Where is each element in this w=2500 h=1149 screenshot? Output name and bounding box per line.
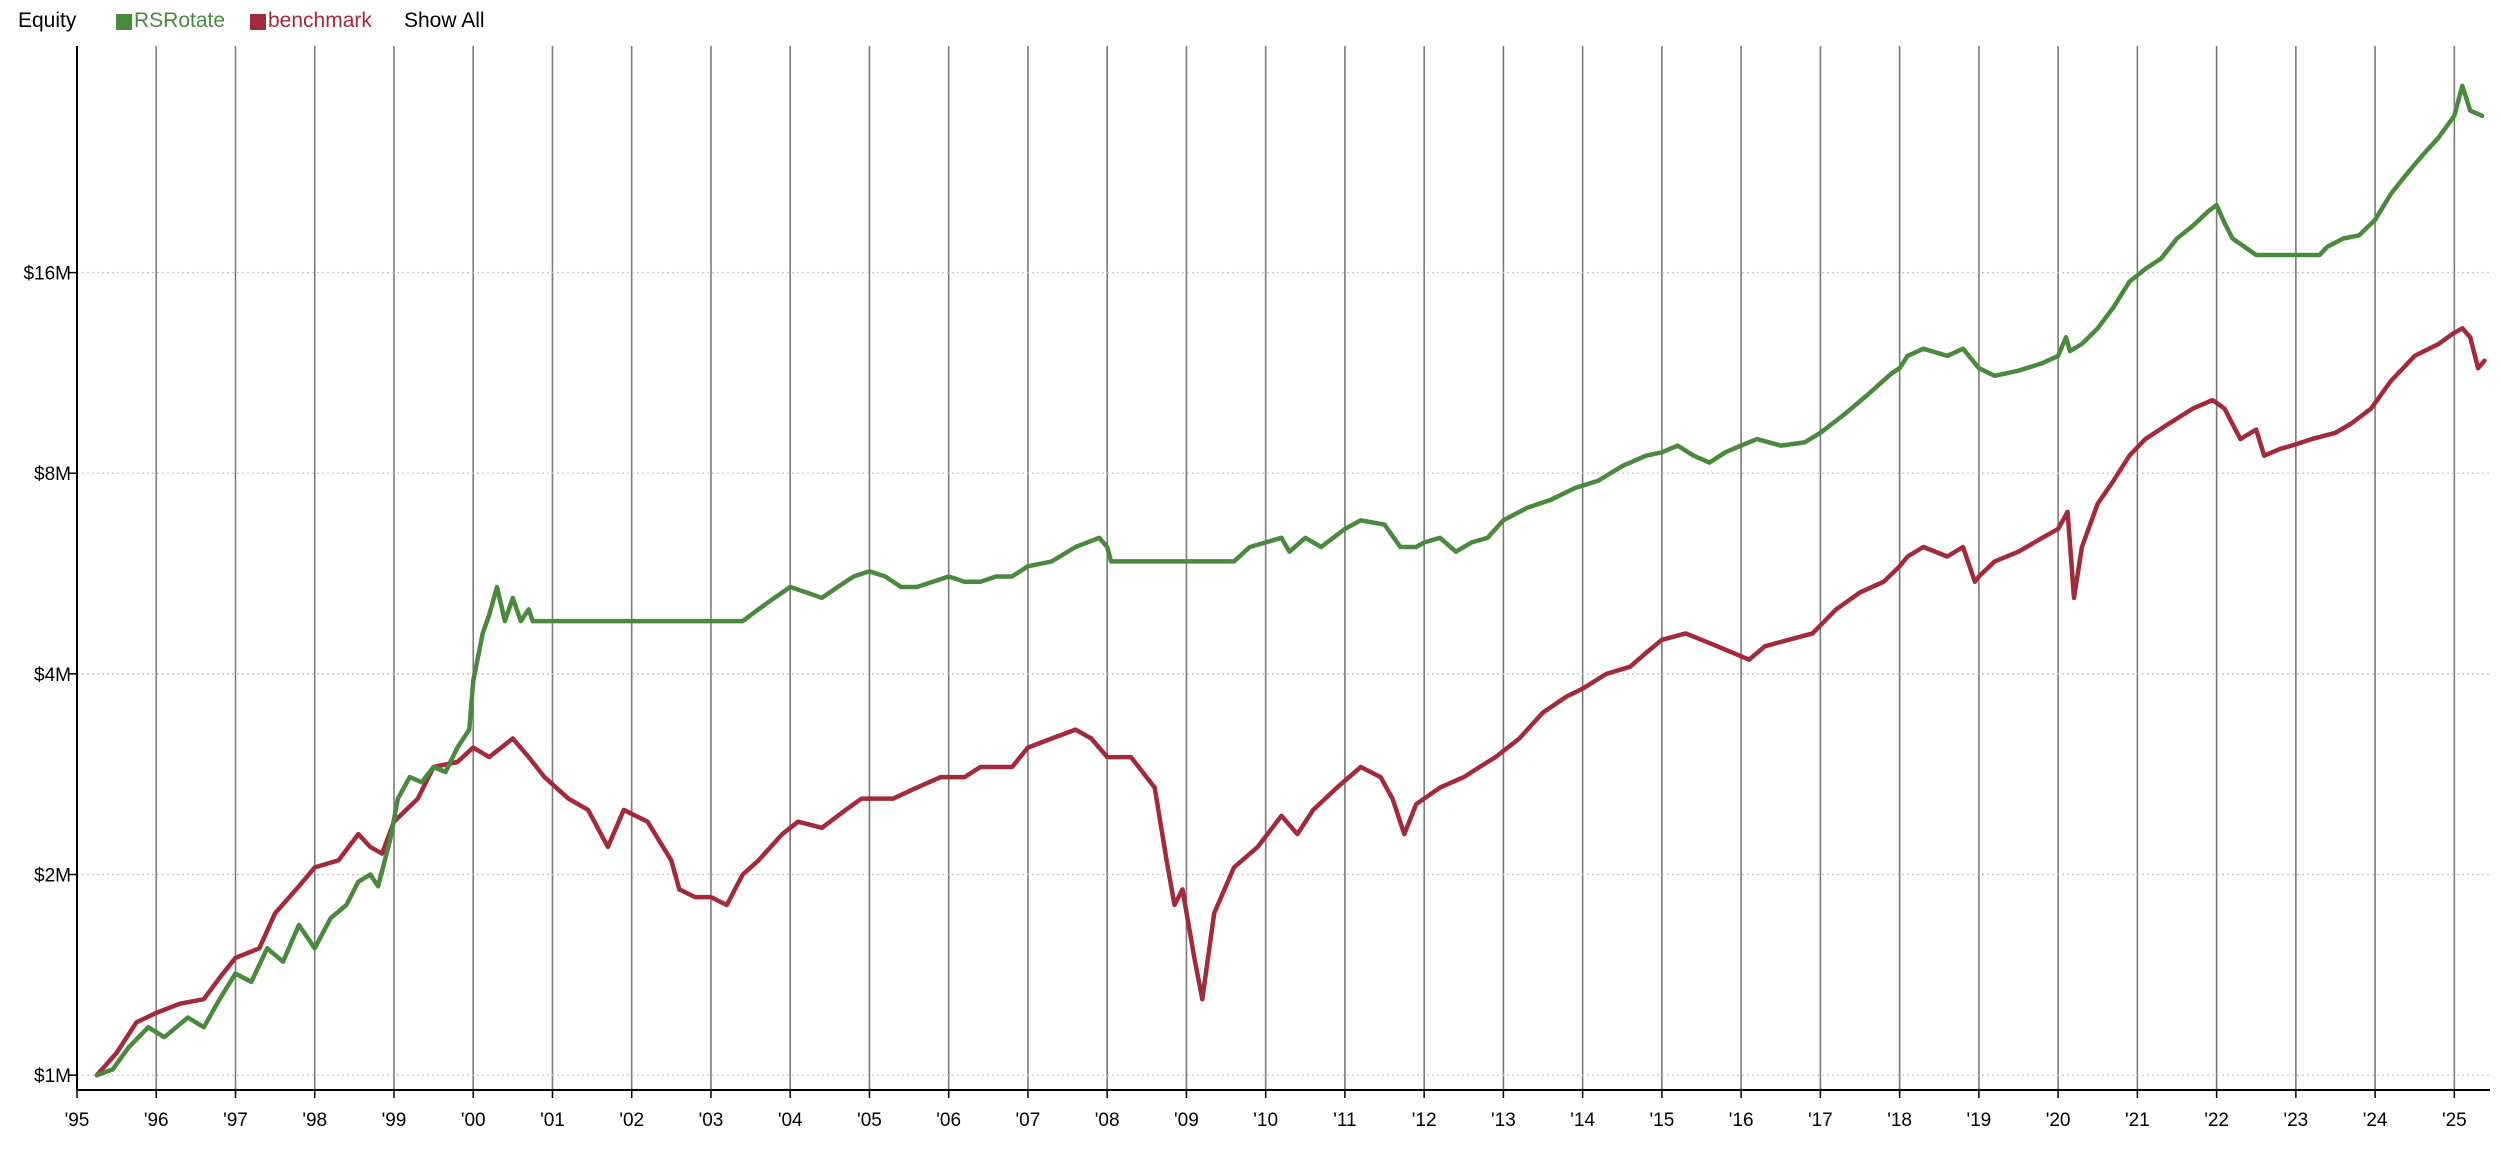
x-tick-label: '00	[461, 1110, 486, 1131]
y-axis-ticks: $1M $2M $4M $8M $16M	[23, 264, 77, 1087]
legend-swatch-rsrotate[interactable]	[116, 14, 132, 30]
x-tick-label: '95	[65, 1110, 90, 1131]
legend-title: Equity	[18, 9, 77, 32]
x-tick-label: '25	[2442, 1110, 2467, 1131]
x-tick-label: '11	[1333, 1110, 1356, 1131]
axes	[76, 46, 2490, 1091]
y-tick-label: $2M	[34, 866, 71, 887]
x-tick-label: '15	[1650, 1110, 1675, 1131]
legend-item-benchmark[interactable]: benchmark	[268, 9, 372, 32]
show-all-button[interactable]: Show All	[404, 9, 485, 32]
horizontal-gridlines	[77, 271, 2490, 1076]
x-tick-label: '02	[619, 1110, 644, 1131]
x-tick-label: '24	[2363, 1110, 2388, 1131]
y-tick-label: $4M	[34, 665, 71, 686]
y-tick-label: $1M	[34, 1066, 71, 1087]
legend-item-rsrotate[interactable]: RSRotate	[134, 9, 226, 32]
series-line-rsrotate	[94, 83, 2485, 1078]
x-tick-label: '22	[2204, 1110, 2229, 1131]
x-tick-label: '19	[1966, 1110, 1991, 1131]
x-tick-label: '14	[1570, 1110, 1595, 1131]
x-tick-label: '12	[1412, 1110, 1437, 1131]
y-tick-label: $8M	[34, 464, 71, 485]
x-tick-label: '04	[778, 1110, 803, 1131]
x-tick-label: '98	[302, 1110, 327, 1131]
x-axis-ticks: '95 '96 '97 '98 '99 '00 '01 '02 '03 '04 '05 '06 '07 '…	[65, 1090, 2467, 1131]
x-tick-label: '17	[1808, 1110, 1833, 1131]
chart-legend: Equity RSRotate benchmark Show All	[0, 0, 2500, 44]
y-tick-label: $16M	[23, 264, 71, 285]
x-tick-label: '05	[857, 1110, 882, 1131]
x-tick-label: '13	[1491, 1110, 1516, 1131]
x-tick-label: '97	[223, 1110, 248, 1131]
vertical-gridlines	[76, 46, 2456, 1090]
x-tick-label: '23	[2283, 1110, 2308, 1131]
x-tick-label: '18	[1887, 1110, 1912, 1131]
x-tick-label: '08	[1095, 1110, 1120, 1131]
x-tick-label: '10	[1253, 1110, 1278, 1131]
x-tick-label: '96	[144, 1110, 169, 1131]
series-layer	[94, 83, 2487, 1078]
legend-swatch-benchmark[interactable]	[250, 14, 266, 30]
x-tick-label: '09	[1174, 1110, 1199, 1131]
x-tick-label: '06	[936, 1110, 961, 1131]
x-tick-label: '07	[1016, 1110, 1041, 1131]
x-tick-label: '03	[699, 1110, 724, 1131]
series-line-benchmark	[94, 326, 2487, 1078]
x-tick-label: '20	[2046, 1110, 2071, 1131]
x-tick-label: '16	[1729, 1110, 1754, 1131]
x-tick-label: '21	[2125, 1110, 2150, 1131]
x-tick-label: '99	[382, 1110, 407, 1131]
x-tick-label: '01	[540, 1110, 565, 1131]
